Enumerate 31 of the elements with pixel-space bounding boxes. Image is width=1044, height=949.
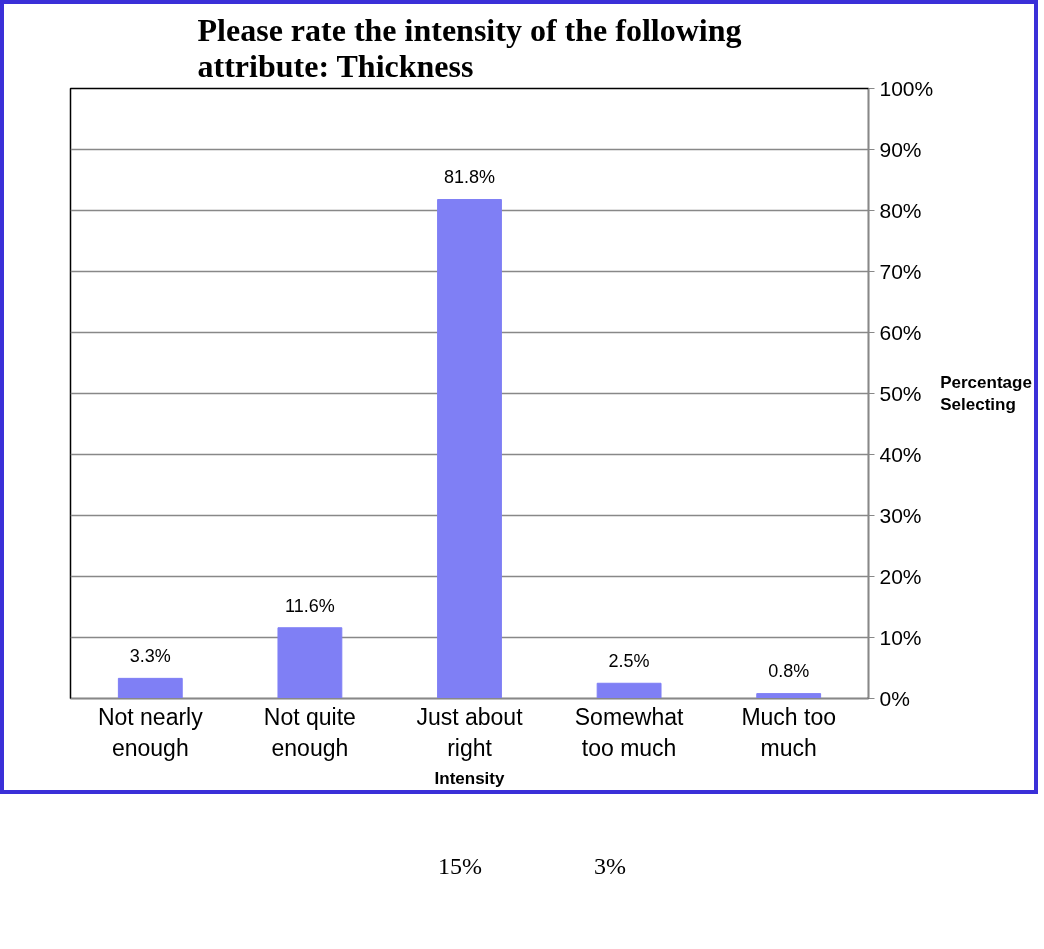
- text: 3%: [593, 852, 627, 881]
- bar: [117, 677, 183, 699]
- x-tick-label: Somewhat too much: [574, 703, 685, 761]
- y-tick-label: 20%: [879, 565, 922, 588]
- text: 15%: [437, 852, 483, 881]
- x-tick-label: Not nearly enough: [97, 703, 204, 761]
- y-tick-label: 60%: [879, 321, 922, 344]
- y-tick-label: 0%: [879, 687, 910, 710]
- x-tick-label: Just about right: [416, 703, 524, 761]
- data-label: 81.8%: [443, 167, 496, 188]
- y-axis-title: Percentage Selecting: [940, 372, 1032, 415]
- y-tick-label: 100%: [879, 77, 934, 100]
- data-label: 3.3%: [129, 646, 171, 667]
- bar: [437, 199, 502, 699]
- y-tick-label: 50%: [879, 382, 922, 405]
- x-tick-label: Not quite enough: [263, 703, 356, 761]
- data-label: 0.8%: [768, 661, 810, 682]
- data-label: 2.5%: [608, 651, 650, 672]
- x-tick-label: Much too much: [741, 703, 837, 761]
- data-label: 11.6%: [285, 595, 335, 616]
- y-tick-label: 30%: [879, 504, 922, 527]
- y-tick-label: 40%: [879, 443, 922, 466]
- y-tick-label: 10%: [879, 626, 922, 649]
- y-tick-label: 70%: [879, 260, 922, 283]
- y-tick-label: 80%: [879, 199, 922, 222]
- bar: [756, 693, 822, 699]
- bar: [596, 682, 662, 699]
- y-tick-label: 90%: [879, 138, 922, 161]
- bar: [277, 627, 343, 699]
- x-axis-title: Intensity: [434, 768, 505, 788]
- chart-title: Please rate the intensity of the following attribute: Thickness: [197, 11, 742, 84]
